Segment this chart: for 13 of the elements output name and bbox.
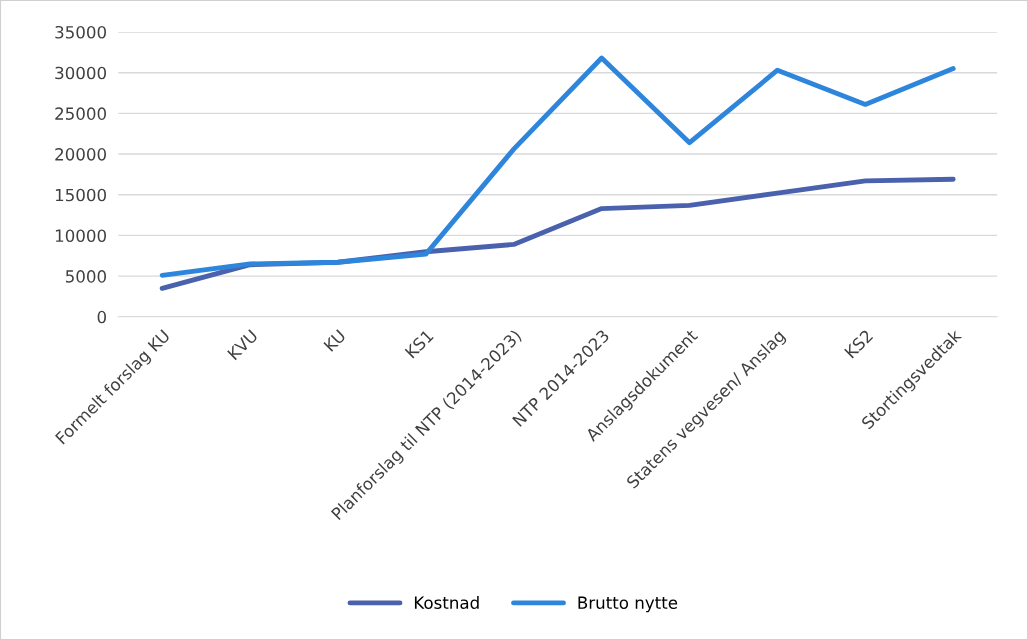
y-tick-label: 35000 <box>55 25 106 39</box>
x-tick-label: KS1 <box>404 329 434 359</box>
y-tick-label: 30000 <box>55 66 106 80</box>
y-tick-label: 15000 <box>55 188 106 202</box>
y-tick-label: 0 <box>97 310 106 324</box>
y-tick-label: 20000 <box>55 148 106 161</box>
y-tick-label: 5000 <box>65 270 106 283</box>
legend-label: Brutto nytte <box>578 596 678 613</box>
y-tick-label: 25000 <box>55 107 106 120</box>
legend-label: Kostnad <box>414 596 479 609</box>
y-tick-label: 10000 <box>55 229 106 242</box>
line-series <box>159 55 956 278</box>
x-tick-label: KU <box>323 329 347 352</box>
